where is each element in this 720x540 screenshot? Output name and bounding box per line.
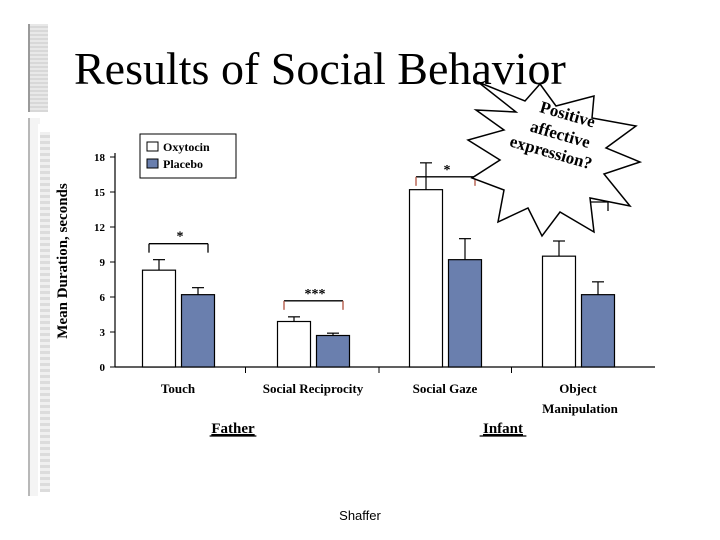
y-tick-label: 0 <box>100 362 106 374</box>
figure-scan-edge <box>40 132 50 492</box>
y-tick-label: 15 <box>94 187 106 199</box>
significance-marker: * <box>444 163 451 178</box>
y-tick-label: 18 <box>94 152 106 164</box>
legend-swatch-oxytocin <box>146 141 159 152</box>
y-axis-label: Mean Duration, seconds <box>55 183 71 339</box>
chart-bars: ****** <box>141 162 616 368</box>
group-label: Father <box>211 421 255 437</box>
x-tick-label: Touch <box>161 381 196 396</box>
bar-oxytocin <box>541 255 577 368</box>
legend-box <box>139 133 237 179</box>
significance-marker: *** <box>305 287 326 302</box>
bar-placebo <box>180 294 216 368</box>
y-tick-label: 6 <box>100 292 106 304</box>
chart-labels: Touch Social Reciprocity Social Gaze Object… <box>139 133 619 437</box>
callout-burst: Positive affective expression? <box>466 81 643 238</box>
legend-label: Placebo <box>163 157 203 171</box>
chart-axes: 0 3 6 9 12 15 18 Mean Duration, seconds <box>55 152 655 374</box>
bar-placebo <box>580 294 616 368</box>
bar-placebo <box>447 259 483 368</box>
x-tick-label: Object <box>559 381 597 396</box>
y-tick-label: 9 <box>100 257 106 269</box>
bar-placebo <box>315 334 351 368</box>
bar-oxytocin <box>408 189 444 368</box>
slide-decor-rule <box>28 118 40 496</box>
y-tick-label: 3 <box>100 327 106 339</box>
y-tick-label: 12 <box>94 222 106 234</box>
bar-oxytocin <box>141 269 177 368</box>
group-label: Infant <box>483 421 523 437</box>
legend-swatch-placebo <box>146 158 159 169</box>
slide-decor-bar <box>28 24 48 112</box>
callout-burst-shape <box>466 81 643 238</box>
x-tick-label: Manipulation <box>542 401 619 416</box>
significance-marker: * <box>177 230 184 245</box>
slide-footer: Shaffer <box>339 508 381 523</box>
x-tick-label: Social Gaze <box>413 381 478 396</box>
legend-label: Oxytocin <box>163 140 210 154</box>
bar-oxytocin <box>276 320 312 368</box>
x-tick-label: Social Reciprocity <box>263 381 364 396</box>
